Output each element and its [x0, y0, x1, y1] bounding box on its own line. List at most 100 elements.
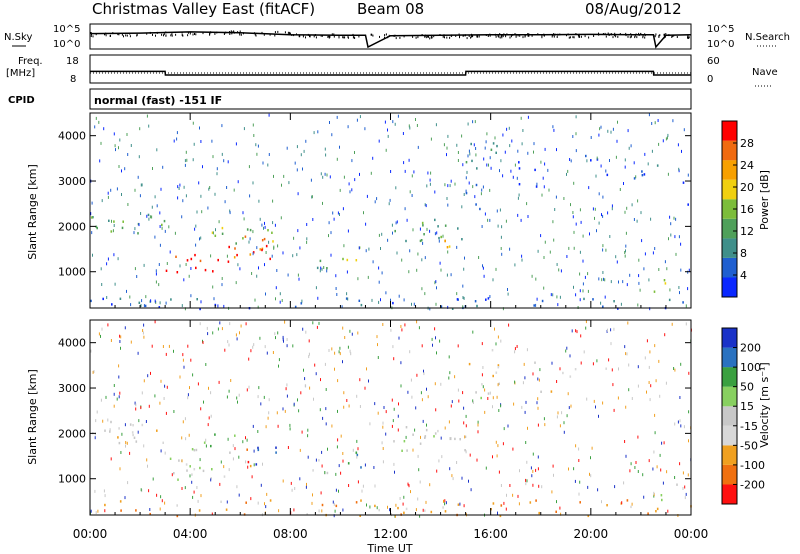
heatmap-noise-cell: [177, 185, 179, 189]
noise-sample: [314, 34, 316, 36]
heatmap-noise-cell: [483, 157, 485, 161]
heatmap-noise-cell: [100, 398, 102, 402]
heatmap-noise-cell: [315, 286, 317, 290]
heatmap-noise-cell: [124, 326, 126, 330]
heatmap-noise-cell: [143, 323, 145, 327]
heatmap-cell: [492, 502, 495, 505]
heatmap-cell: [306, 513, 308, 516]
heatmap-noise-cell: [628, 388, 630, 392]
heatmap-noise-cell: [612, 127, 614, 131]
heatmap-noise-cell: [177, 196, 179, 200]
heatmap-cell: [263, 237, 266, 241]
heatmap-noise-cell: [238, 455, 240, 459]
heatmap-noise-cell: [248, 165, 250, 169]
heatmap-noise-cell: [675, 252, 677, 256]
heatmap-noise-cell: [681, 149, 682, 153]
noise-sample: [146, 32, 148, 35]
heatmap-cell: [204, 268, 207, 272]
noise-sample: [393, 34, 395, 37]
colorbar-segment: [722, 367, 737, 387]
y-tick-label: 4000: [58, 130, 86, 143]
heatmap-noise-cell: [508, 323, 510, 327]
heatmap-noise-cell: [679, 462, 681, 466]
heatmap-cell: [476, 167, 478, 170]
heatmap-noise-cell: [148, 489, 150, 493]
noise-sample: [653, 34, 655, 37]
y-tick-label: 1000: [58, 473, 86, 486]
heatmap-noise-cell: [624, 251, 626, 254]
noise-sample: [569, 36, 571, 39]
heatmap-noise-cell: [426, 227, 428, 231]
noise-sample: [394, 34, 396, 37]
noise-sample: [644, 33, 645, 36]
heatmap-noise-cell: [252, 230, 254, 234]
heatmap-noise-cell: [184, 486, 186, 490]
heatmap-noise-cell: [260, 483, 262, 487]
heatmap-noise-cell: [314, 363, 316, 367]
heatmap-noise-cell: [664, 333, 666, 337]
heatmap-noise-cell: [537, 249, 539, 253]
noise-sample: [489, 34, 491, 37]
heatmap-noise-cell: [432, 343, 433, 347]
heatmap-cell: [294, 305, 297, 309]
heatmap-noise-cell: [416, 320, 418, 324]
heatmap-noise-cell: [449, 184, 451, 188]
heatmap-cell: [257, 448, 260, 452]
heatmap-noise-cell: [252, 123, 254, 127]
heatmap-noise-cell: [307, 428, 309, 432]
heatmap-noise-cell: [344, 336, 346, 339]
heatmap-noise-cell: [442, 234, 444, 238]
heatmap-noise-cell: [501, 225, 503, 229]
heatmap-noise-cell: [566, 414, 568, 418]
heatmap-noise-cell: [340, 471, 342, 475]
heatmap-noise-cell: [408, 270, 410, 274]
heatmap-noise-cell: [155, 272, 157, 276]
heatmap-noise-cell: [258, 386, 260, 390]
heatmap-noise-cell: [390, 170, 392, 173]
heatmap-cell: [487, 297, 490, 300]
heatmap-noise-cell: [120, 451, 122, 454]
heatmap-cell: [660, 494, 663, 497]
x-tick-label: 08:00: [273, 527, 308, 541]
noise-sample: [630, 35, 632, 38]
heatmap-noise-cell: [356, 118, 358, 122]
noise-sample: [125, 34, 127, 37]
heatmap-cell: [259, 248, 262, 251]
heatmap-noise-cell: [448, 420, 450, 424]
heatmap-noise-cell: [457, 344, 459, 348]
heatmap-noise-cell: [500, 235, 502, 239]
heatmap-noise-cell: [199, 322, 201, 326]
heatmap-noise-cell: [468, 479, 469, 483]
heatmap-noise-cell: [659, 394, 661, 398]
heatmap-noise-cell: [481, 188, 483, 192]
heatmap-noise-cell: [91, 201, 93, 205]
heatmap-noise-cell: [217, 327, 219, 331]
heatmap-noise-cell: [514, 380, 516, 384]
heatmap-noise-cell: [429, 229, 431, 233]
heatmap-noise-cell: [536, 182, 538, 186]
heatmap-cell: [234, 434, 236, 437]
noise-sample: [466, 37, 468, 40]
heatmap-noise-cell: [648, 459, 650, 463]
heatmap-noise-cell: [289, 423, 291, 427]
heatmap-noise-cell: [278, 364, 279, 368]
heatmap-noise-cell: [120, 335, 122, 339]
heatmap-noise-cell: [223, 465, 225, 469]
heatmap-noise-cell: [290, 481, 292, 485]
x-axis: 00:00 04:00 08:00 12:00 16:00 20:00 00:00: [73, 113, 708, 541]
heatmap-noise-cell: [435, 408, 437, 412]
heatmap-cell: [590, 159, 592, 162]
noise-sample: [578, 35, 580, 38]
heatmap-cell: [111, 303, 113, 306]
noise-sample: [527, 34, 529, 37]
heatmap-noise-cell: [349, 329, 351, 333]
noise-sample: [515, 33, 517, 36]
heatmap-noise-cell: [252, 181, 254, 185]
heatmap-noise-cell: [249, 194, 251, 198]
heatmap-noise-cell: [523, 362, 525, 366]
heatmap-noise-cell: [229, 322, 231, 326]
heatmap-noise-cell: [627, 321, 629, 325]
heatmap-noise-cell: [257, 501, 259, 505]
noise-sample: [129, 35, 131, 38]
